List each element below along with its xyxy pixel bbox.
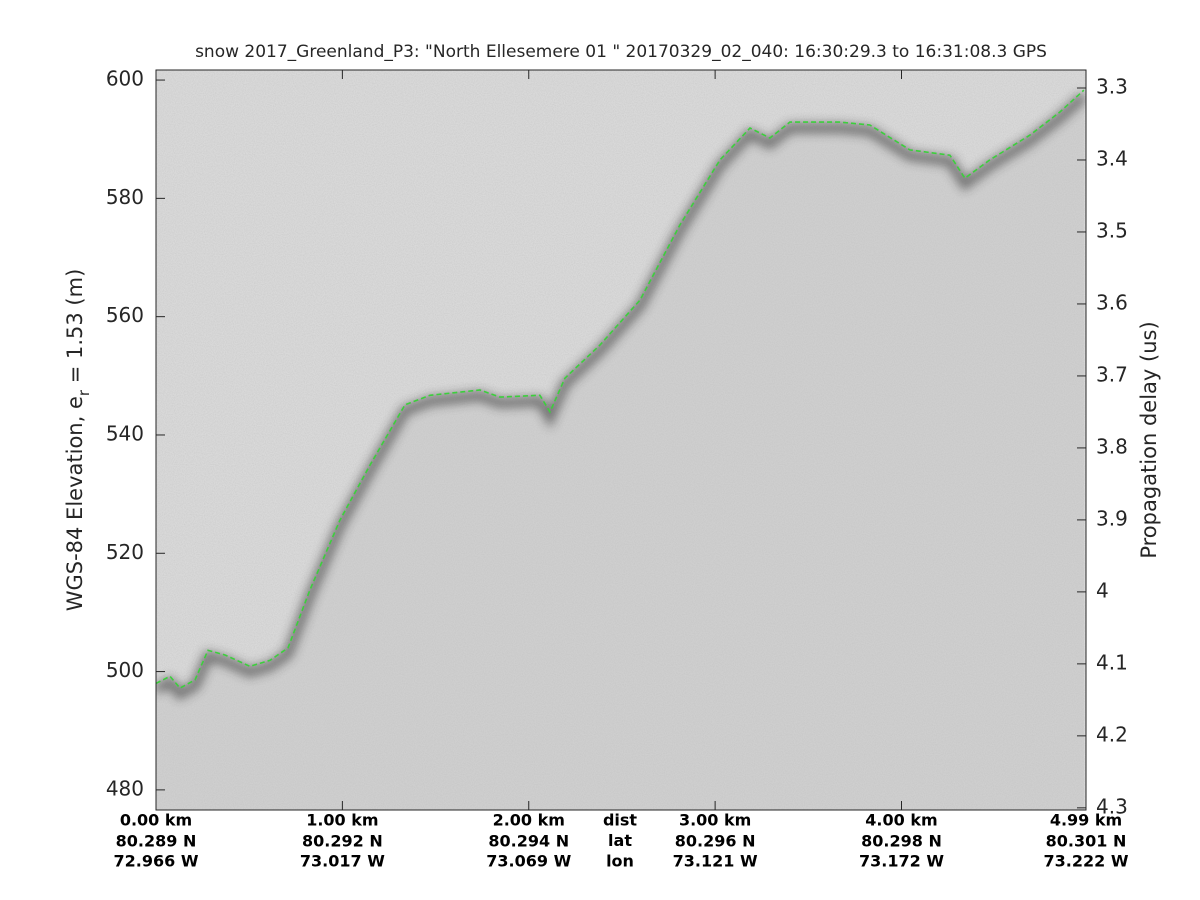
x-tick-label: 1.00 km xyxy=(306,811,378,830)
y-tick-label: 480 xyxy=(106,776,144,800)
y2-tick-label: 4.1 xyxy=(1096,650,1128,674)
row-label: dist xyxy=(603,811,637,830)
y-axis-label: WGS-84 Elevation, er = 1.53 (m) xyxy=(63,269,93,612)
y2-tick-label: 3.5 xyxy=(1096,218,1128,242)
lat-label: 80.289 N xyxy=(116,832,197,851)
y2-tick-label: 4 xyxy=(1096,578,1109,602)
y-label-text: WGS-84 Elevation, e xyxy=(63,396,87,611)
surface-echo xyxy=(156,92,1086,701)
y2-tick-label: 3.3 xyxy=(1096,74,1128,98)
y-tick-label: 580 xyxy=(106,185,144,209)
chart-title: snow 2017_Greenland_P3: "North Ellesemer… xyxy=(195,42,1047,62)
row-label: lat xyxy=(608,831,632,850)
y-tick-label: 520 xyxy=(106,540,144,564)
y2-tick-label: 3.4 xyxy=(1096,146,1128,170)
y2-tick-label: 3.7 xyxy=(1096,362,1128,386)
lat-label: 80.298 N xyxy=(861,832,942,851)
y2-tick-label: 3.9 xyxy=(1096,506,1128,530)
radar-noise xyxy=(156,70,1086,810)
y-label-subscript: r xyxy=(75,389,93,396)
x-tick-label: 2.00 km xyxy=(493,811,565,830)
subsurface-shade xyxy=(156,90,1084,810)
lon-label: 73.069 W xyxy=(486,852,571,871)
y2-tick-label: 3.8 xyxy=(1096,434,1128,458)
y-tick-label: 500 xyxy=(106,658,144,682)
lon-label: 73.121 W xyxy=(673,852,758,871)
lon-label: 73.222 W xyxy=(1044,852,1129,871)
y2-axis-label: Propagation delay (us) xyxy=(1137,321,1161,558)
lon-label: 72.966 W xyxy=(114,852,199,871)
y-tick-label: 600 xyxy=(106,67,144,91)
lat-label: 80.301 N xyxy=(1046,832,1127,851)
plot-area xyxy=(156,89,1086,810)
lon-label: 73.172 W xyxy=(859,852,944,871)
x-tick-label: 4.99 km xyxy=(1050,811,1122,830)
plot-frame xyxy=(155,69,1087,811)
y-label-text: = 1.53 (m) xyxy=(63,269,87,390)
x-tick-label: 4.00 km xyxy=(865,811,937,830)
row-label: lon xyxy=(606,852,634,871)
y-tick-label: 560 xyxy=(106,303,144,327)
lat-label: 80.292 N xyxy=(302,832,383,851)
x-tick-label: 0.00 km xyxy=(120,811,192,830)
y-tick-label: 540 xyxy=(106,421,144,445)
surface-line xyxy=(156,89,1085,690)
lon-label: 73.017 W xyxy=(300,852,385,871)
y2-tick-label: 3.6 xyxy=(1096,290,1128,314)
y2-tick-label: 4.2 xyxy=(1096,722,1128,746)
y2-tick-label: 4.3 xyxy=(1096,794,1128,818)
lat-label: 80.296 N xyxy=(675,832,756,851)
x-tick-label: 3.00 km xyxy=(679,811,751,830)
lat-label: 80.294 N xyxy=(488,832,569,851)
